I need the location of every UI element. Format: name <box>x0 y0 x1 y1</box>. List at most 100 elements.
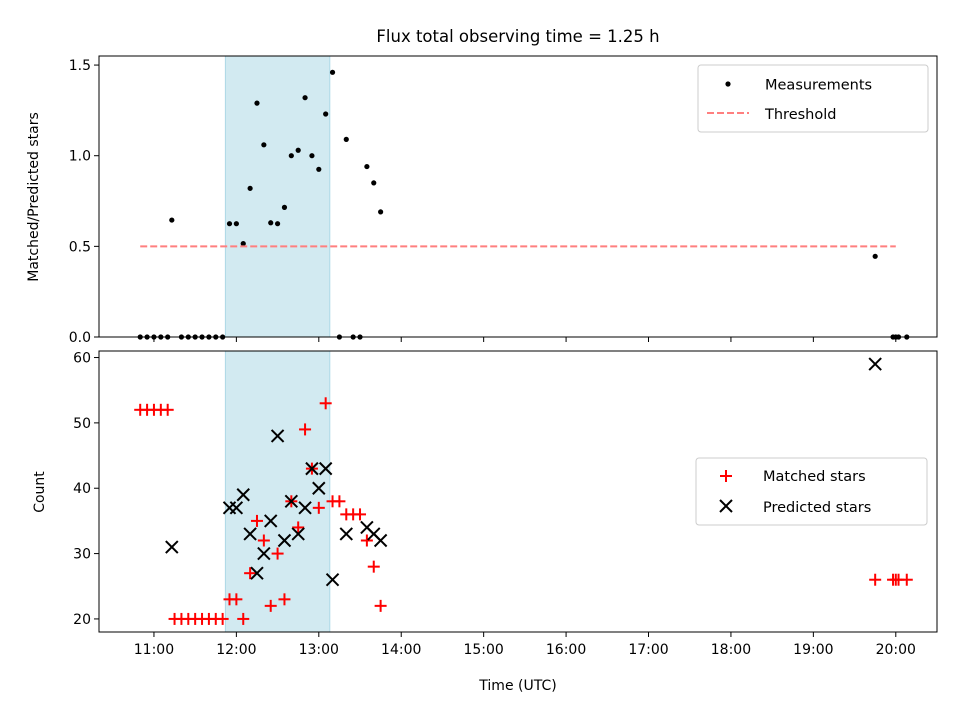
measurement-point <box>240 241 246 247</box>
matched-stars-point <box>869 573 882 586</box>
x-stroke <box>236 488 250 502</box>
chart-title: Flux total observing time = 1.25 h <box>376 27 659 46</box>
x-stroke <box>277 533 292 548</box>
y-tick-label: 30 <box>73 547 91 563</box>
matched-stars-point <box>292 521 305 534</box>
x-stroke <box>373 533 388 548</box>
legend-marker-measurements <box>725 81 731 87</box>
measurement-point <box>302 95 308 101</box>
ratio-legend: Measurements Threshold <box>697 64 929 133</box>
measurement-point <box>371 180 377 186</box>
predicted-stars-point <box>229 501 244 515</box>
measurement-point <box>233 221 239 227</box>
x-tick-label: 11:00 <box>134 642 174 658</box>
predicted-stars-point <box>250 566 264 580</box>
y-tick-label: 40 <box>73 481 91 497</box>
x-stroke <box>325 573 340 587</box>
predicted-stars-point <box>312 481 326 495</box>
predicted-stars-point <box>339 527 353 541</box>
y-tick-label: 60 <box>73 351 91 367</box>
legend-label-threshold: Threshold <box>764 107 836 123</box>
matched-stars-point <box>271 547 284 560</box>
matched-stars-point <box>216 612 229 625</box>
matched-stars-point <box>319 397 332 410</box>
matched-stars-point <box>278 593 291 606</box>
measurement-point <box>872 253 878 259</box>
x-stroke <box>360 520 374 535</box>
y-tick-label: 1.5 <box>69 58 91 74</box>
legend-label-matched-stars: Matched stars <box>763 469 866 485</box>
x-stroke <box>367 527 381 541</box>
matched-stars-point <box>367 560 380 573</box>
x-stroke <box>270 429 285 443</box>
predicted-stars-point <box>318 461 333 476</box>
measurement-point <box>247 185 253 191</box>
ratio-panel: 0.0 0.5 1.0 1.5 Flux total observing time =… <box>26 27 938 346</box>
measurement-point <box>281 204 288 210</box>
matched-stars-point <box>333 495 346 508</box>
x-stroke <box>250 566 264 580</box>
measurement-point <box>261 142 267 148</box>
predicted-stars-point <box>284 494 299 509</box>
matched-stars-point <box>161 403 174 416</box>
x-stroke <box>298 501 312 515</box>
y-tick-label: 0.0 <box>69 330 91 346</box>
measurement-point <box>343 136 349 142</box>
matched-stars-point <box>264 599 277 612</box>
measurement-point <box>274 221 281 227</box>
x-stroke <box>284 494 299 509</box>
y-tick-label: 0.5 <box>69 239 91 255</box>
ratio-plot-frame <box>98 55 938 338</box>
ratio-y-axis-label: Matched/Predicted stars <box>26 112 42 282</box>
x-stroke <box>264 514 278 528</box>
count-panel: 11:00 12:00 13:00 14:00 15:00 16:00 17:00 18:00… <box>32 350 938 694</box>
matched-stars-point <box>257 534 270 547</box>
x-tick-label: 16:00 <box>546 642 586 658</box>
x-stroke <box>243 527 257 541</box>
measurement-point <box>309 153 315 159</box>
x-tick-label: 15:00 <box>463 642 503 658</box>
measurement-point <box>329 69 336 75</box>
matched-stars-point <box>244 567 257 580</box>
matched-stars-point <box>312 501 325 514</box>
x-stroke <box>312 481 326 495</box>
matched-stars-point <box>250 514 263 527</box>
x-tick-label: 20:00 <box>876 642 916 658</box>
legend-marker-matched-stars <box>720 470 732 482</box>
measurement-point <box>268 220 274 226</box>
x-stroke <box>165 540 179 554</box>
predicted-stars-point <box>270 429 285 443</box>
measurement-point <box>295 147 301 153</box>
measurement-point <box>323 111 329 117</box>
matched-stars-point <box>299 423 312 436</box>
legend-marker-predicted-stars <box>719 499 733 513</box>
measurement-point <box>378 209 384 215</box>
ratio-legend-box <box>697 64 929 133</box>
matched-stars-point <box>900 573 913 586</box>
count-plot-frame <box>98 350 938 633</box>
x-tick-label: 17:00 <box>628 642 668 658</box>
x-stroke <box>291 527 305 541</box>
count-legend: Matched stars Predicted stars <box>695 457 928 526</box>
predicted-stars-point <box>868 357 882 371</box>
predicted-stars-point <box>257 546 271 561</box>
matched-stars-point <box>237 612 250 625</box>
predicted-stars-point <box>243 527 257 541</box>
measurement-point <box>169 217 175 223</box>
matched-stars-point <box>374 599 387 612</box>
x-tick-label: 19:00 <box>793 642 833 658</box>
y-tick-label: 1.0 <box>69 149 91 165</box>
matched-stars-point <box>354 508 367 521</box>
x-axis-label: Time (UTC) <box>478 678 556 694</box>
x-stroke <box>257 546 271 561</box>
predicted-stars-point <box>305 461 319 476</box>
legend-label-measurements: Measurements <box>765 78 872 94</box>
measurement-point <box>364 163 370 170</box>
measurement-point <box>254 100 260 106</box>
x-stroke <box>318 461 333 476</box>
measurement-point <box>288 153 294 159</box>
x-tick-label: 13:00 <box>299 642 339 658</box>
x-stroke <box>868 357 882 371</box>
predicted-stars-point <box>236 488 250 502</box>
